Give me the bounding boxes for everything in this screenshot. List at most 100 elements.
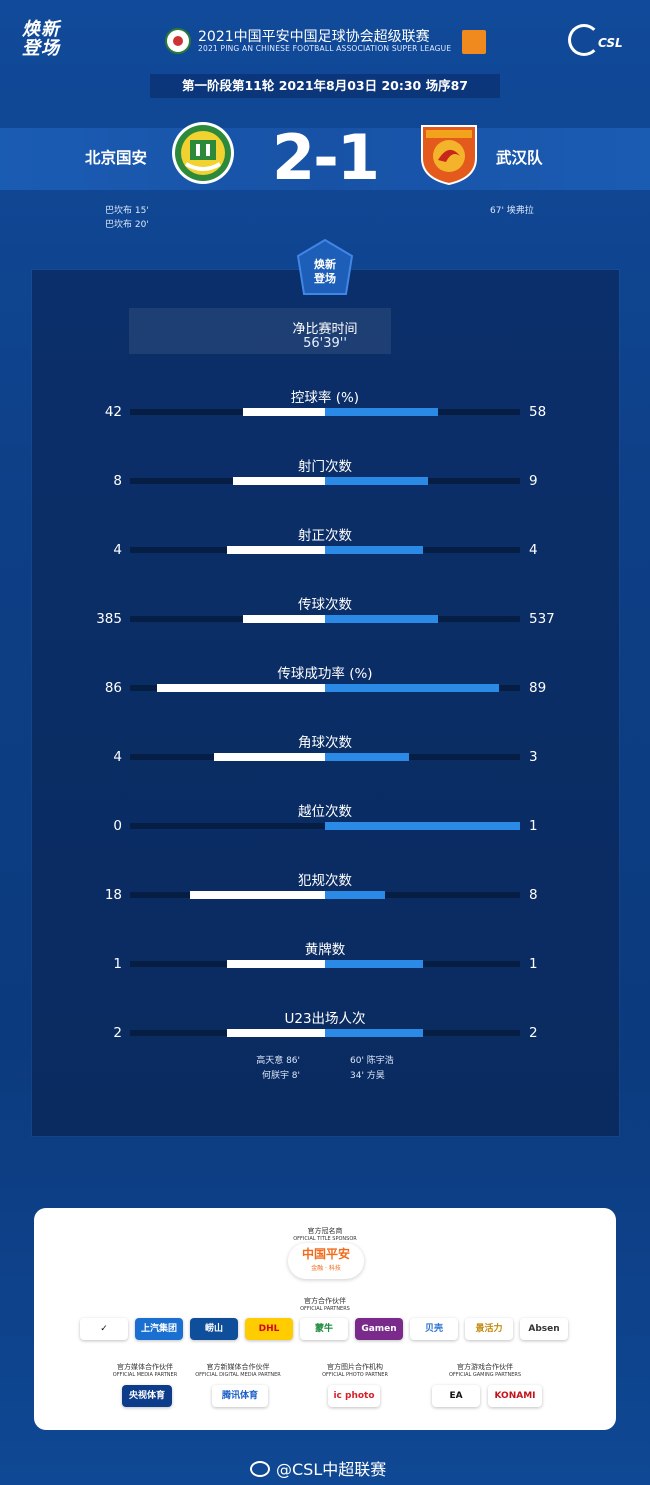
stat-away-bar (325, 891, 385, 899)
partner-logo: ✓ (80, 1318, 128, 1340)
stat-home-value: 0 (113, 818, 122, 834)
stat-home-value: 2 (113, 1025, 122, 1041)
stat-home-value: 4 (113, 542, 122, 558)
stat-away-bar (325, 753, 409, 761)
away-goal-item: 67' 埃弗拉 (490, 206, 534, 216)
weibo-handle: @CSL中超联赛 (276, 1460, 387, 1479)
stat-away-value: 8 (529, 887, 538, 903)
csl-logo: CSL (568, 22, 628, 56)
stat-away-bar (325, 408, 438, 416)
away-team-name: 武汉队 (496, 149, 543, 167)
partners-cn: 官方合作伙伴 (304, 1297, 346, 1305)
stat-away-value: 89 (529, 680, 547, 696)
campaign-logo: 焕新登场 (22, 19, 60, 59)
svg-text:焕新: 焕新 (314, 257, 336, 271)
digital-en: OFFICIAL DIGITAL MEDIA PARTNER (195, 1372, 281, 1378)
stat-home-value: 18 (104, 887, 122, 903)
photo-heading: 官方图片合作机构 OFFICIAL PHOTO PARTNER (305, 1362, 405, 1378)
stat-home-value: 1 (113, 956, 122, 972)
stat-away-bar (325, 822, 520, 830)
konami-logo: KONAMI (488, 1385, 542, 1407)
stat-away-value: 1 (529, 818, 538, 834)
title-sponsor-en: OFFICIAL TITLE SPONSOR (293, 1236, 357, 1242)
net-time-box (129, 308, 391, 354)
partners-heading: 官方合作伙伴 OFFICIAL PARTNERS (275, 1296, 375, 1312)
title-sponsor-cn: 官方冠名商 (307, 1227, 343, 1235)
stat-row: 黄牌数 1 1 (0, 938, 650, 998)
ic-photo-logo: ic photo (328, 1385, 380, 1407)
league-title-en: 2021 PING AN CHINESE FOOTBALL ASSOCIATIO… (198, 44, 452, 53)
stat-away-value: 1 (529, 956, 538, 972)
partner-logo: 崂山 (190, 1318, 238, 1340)
stat-away-value: 537 (529, 611, 555, 627)
stat-away-bar (325, 684, 499, 692)
stat-home-bar (227, 960, 325, 968)
pingan-sub: 金融 · 科技 (311, 1265, 341, 1272)
stat-label: 黄牌数 (304, 942, 346, 958)
stat-row: 犯规次数 18 8 (0, 869, 650, 929)
pingan-mini-logo-icon (462, 30, 486, 54)
photo-cn: 官方图片合作机构 (327, 1363, 383, 1371)
stat-away-value: 9 (529, 473, 538, 489)
stat-label: 越位次数 (298, 804, 352, 820)
league-title: 2021中国平安中国足球协会超级联赛 (198, 29, 430, 45)
stat-home-value: 385 (96, 611, 122, 627)
home-goal-item: 巴坎布 20' (105, 220, 149, 230)
u23-away-item: 60' 陈宇浩 (350, 1056, 394, 1066)
stat-away-value: 4 (529, 542, 538, 558)
stat-row: 传球成功率 (%) 86 89 (0, 662, 650, 722)
home-goal-scorers: 巴坎布 15' 巴坎布 20' (105, 204, 149, 232)
net-time-label: 净比赛时间 (292, 322, 358, 337)
weibo-watermark: @CSL中超联赛 (250, 1456, 386, 1480)
partner-logo: DHL (245, 1318, 293, 1340)
photo-en: OFFICIAL PHOTO PARTNER (322, 1372, 388, 1378)
stat-label: 射正次数 (298, 528, 352, 544)
score-band (0, 128, 650, 190)
stat-label: U23出场人次 (284, 1011, 366, 1027)
weibo-icon (250, 1461, 270, 1477)
partner-logo: 景活力 (465, 1318, 513, 1340)
media-cn: 官方媒体合作伙伴 (117, 1363, 173, 1371)
pingan-name: 中国平安 (301, 1247, 350, 1261)
away-goal-scorers: 67' 埃弗拉 (490, 204, 534, 218)
stat-home-bar (227, 546, 325, 554)
campaign-emblem-icon: 焕新 登场 (296, 238, 354, 295)
home-team-name: 北京国安 (85, 149, 148, 167)
stat-home-bar (157, 684, 325, 692)
away-team-crest-icon (421, 125, 477, 186)
stat-row: 角球次数 4 3 (0, 731, 650, 791)
stat-label: 控球率 (%) (290, 390, 360, 406)
stat-away-bar (325, 960, 423, 968)
u23-away-list: 60' 陈宇浩 34' 方昊 (350, 1054, 430, 1084)
svg-text:登场: 登场 (313, 271, 336, 285)
stat-away-bar (325, 615, 438, 623)
gaming-heading: 官方游戏合作伙伴 OFFICIAL GAMING PARTNERS (435, 1362, 535, 1378)
tencent-sports-logo: 腾讯体育 (212, 1385, 268, 1407)
cfa-badge-icon (165, 28, 191, 54)
stat-away-bar (325, 546, 423, 554)
stat-label: 传球次数 (298, 597, 352, 613)
stat-row: 射正次数 4 4 (0, 524, 650, 584)
stat-away-bar (325, 477, 428, 485)
u23-home-list: 高天意 86' 何朕宇 8' (230, 1054, 300, 1084)
stat-row: U23出场人次 2 2 (0, 1007, 650, 1067)
stat-home-bar (243, 615, 325, 623)
stat-home-bar (243, 408, 325, 416)
stat-away-bar (325, 1029, 423, 1037)
partner-logo: 上汽集团 (135, 1318, 183, 1340)
gaming-en: OFFICIAL GAMING PARTNERS (448, 1372, 522, 1378)
csl-logo-text: CSL (598, 36, 623, 50)
partner-logo: 贝壳 (410, 1318, 458, 1340)
u23-away-item: 34' 方昊 (350, 1071, 385, 1081)
digital-cn: 官方新媒体合作伙伴 (206, 1363, 270, 1371)
pingan-logo: 中国平安 金融 · 科技 (288, 1243, 364, 1279)
stat-label: 传球成功率 (%) (277, 666, 373, 682)
stat-home-bar (233, 477, 325, 485)
media-heading: 官方媒体合作伙伴 OFFICIAL MEDIA PARTNER (100, 1362, 190, 1378)
stat-row: 越位次数 0 1 (0, 800, 650, 860)
stat-away-value: 2 (529, 1025, 538, 1041)
final-score: 2-1 (271, 121, 380, 194)
ea-logo: EA (432, 1385, 480, 1407)
u23-home-item: 何朕宇 8' (261, 1071, 300, 1081)
home-goal-item: 巴坎布 15' (105, 206, 149, 216)
